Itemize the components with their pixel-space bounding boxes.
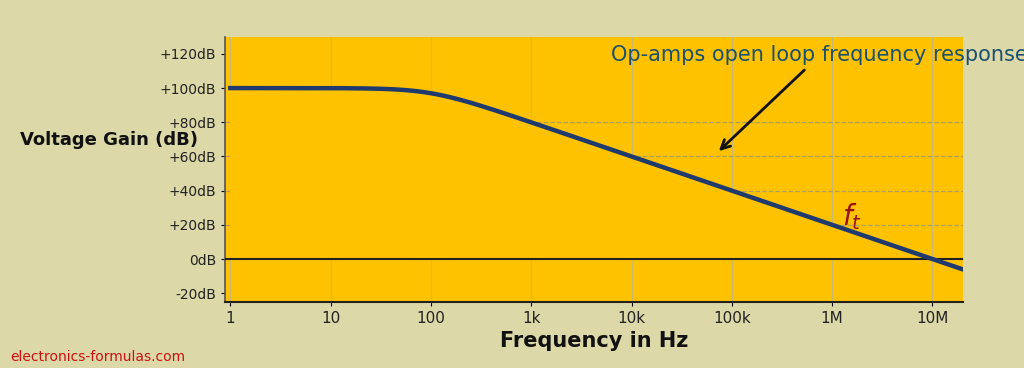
Text: Voltage Gain (dB): Voltage Gain (dB) <box>20 131 199 149</box>
Text: $f_t$: $f_t$ <box>842 201 862 232</box>
Text: Op-amps open loop frequency response: Op-amps open loop frequency response <box>611 45 1024 149</box>
X-axis label: Frequency in Hz: Frequency in Hz <box>500 331 688 351</box>
Text: electronics-formulas.com: electronics-formulas.com <box>10 350 185 364</box>
